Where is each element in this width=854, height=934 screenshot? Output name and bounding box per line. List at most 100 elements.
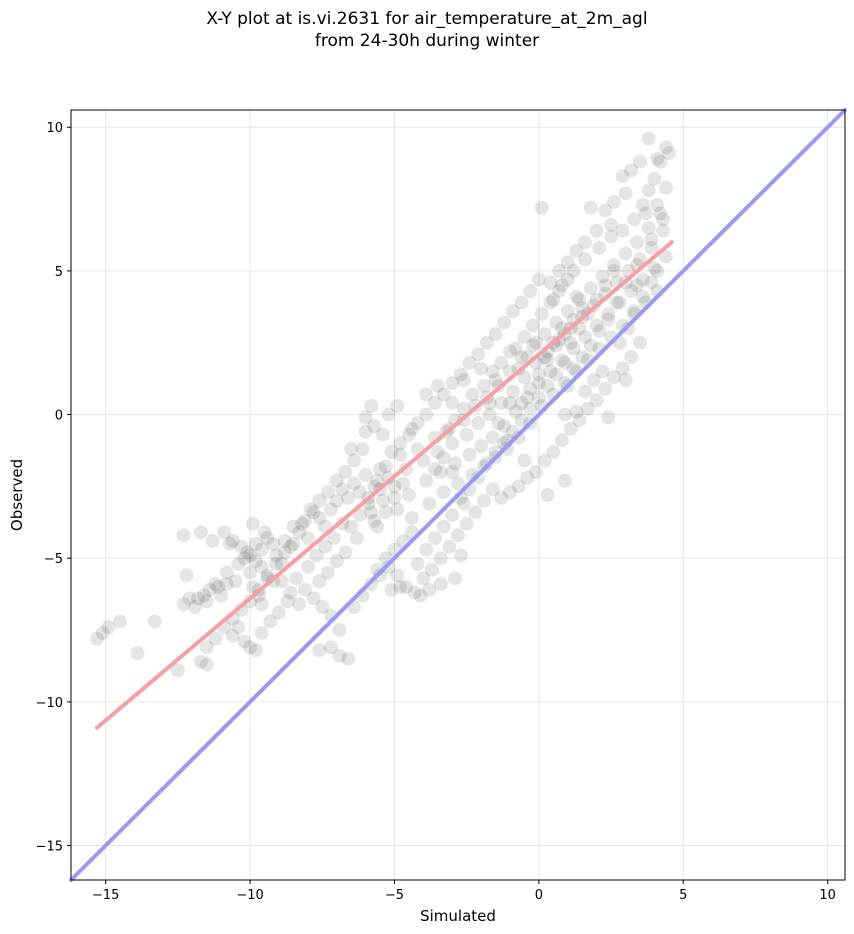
data-point <box>468 505 483 520</box>
data-point <box>263 614 278 629</box>
data-point <box>321 485 336 500</box>
data-point <box>595 364 610 379</box>
data-point <box>618 246 633 261</box>
data-point <box>170 663 185 678</box>
y-tick-label: 10 <box>46 121 63 136</box>
data-point <box>390 502 405 517</box>
data-point <box>488 373 503 388</box>
data-point <box>557 407 572 422</box>
data-point <box>543 295 558 310</box>
data-point <box>453 548 468 563</box>
data-point <box>338 545 353 560</box>
data-point <box>474 361 489 376</box>
data-point <box>578 235 593 250</box>
data-point <box>243 548 258 563</box>
y-tick-label: −5 <box>44 552 63 567</box>
data-point <box>621 321 636 336</box>
data-point <box>176 597 191 612</box>
data-point <box>491 416 506 431</box>
data-point <box>517 453 532 468</box>
y-tick-label: −10 <box>36 696 63 711</box>
data-point <box>199 657 214 672</box>
data-point <box>425 562 440 577</box>
data-point <box>407 585 422 600</box>
data-point <box>632 252 647 267</box>
data-point <box>321 565 336 580</box>
data-point <box>266 536 281 551</box>
data-point <box>647 171 662 186</box>
x-tick-label: −10 <box>236 888 263 903</box>
data-points <box>89 131 676 678</box>
data-point <box>569 243 584 258</box>
data-point <box>176 528 191 543</box>
data-point <box>563 421 578 436</box>
grid <box>71 110 845 880</box>
data-point <box>375 427 390 442</box>
data-point <box>130 646 145 661</box>
data-point <box>578 252 593 267</box>
data-point <box>312 493 327 508</box>
data-point <box>630 278 645 293</box>
data-point <box>612 295 627 310</box>
data-point <box>618 373 633 388</box>
data-point <box>349 531 364 546</box>
data-point <box>433 577 448 592</box>
data-point <box>147 614 162 629</box>
data-point <box>390 398 405 413</box>
data-point <box>456 373 471 388</box>
data-point <box>347 476 362 491</box>
data-point <box>615 223 630 238</box>
data-point <box>526 318 541 333</box>
data-point <box>552 284 567 299</box>
data-point <box>569 404 584 419</box>
data-point <box>656 212 671 227</box>
data-point <box>430 444 445 459</box>
data-point <box>537 327 552 342</box>
data-point <box>211 579 226 594</box>
data-point <box>329 473 344 488</box>
data-point <box>514 295 529 310</box>
data-point <box>436 450 451 465</box>
data-point <box>526 338 541 353</box>
data-point <box>240 545 255 560</box>
data-point <box>113 614 128 629</box>
data-point <box>589 318 604 333</box>
data-point <box>341 490 356 505</box>
data-point <box>289 571 304 586</box>
data-point <box>494 490 509 505</box>
data-point <box>303 502 318 517</box>
data-point <box>575 350 590 365</box>
data-point <box>404 510 419 525</box>
data-point <box>552 263 567 278</box>
data-point <box>393 447 408 462</box>
data-point <box>231 620 246 635</box>
data-point <box>335 516 350 531</box>
data-point <box>479 456 494 471</box>
data-point <box>393 579 408 594</box>
data-point <box>540 378 555 393</box>
data-point <box>202 582 217 597</box>
data-point <box>367 513 382 528</box>
data-point <box>494 396 509 411</box>
data-point <box>419 407 434 422</box>
data-point <box>248 554 263 569</box>
data-point <box>433 551 448 566</box>
data-point <box>589 393 604 408</box>
data-point <box>196 588 211 603</box>
data-point <box>355 442 370 457</box>
data-point <box>95 625 110 640</box>
data-point <box>554 433 569 448</box>
data-point <box>448 456 463 471</box>
data-point <box>208 631 223 646</box>
data-point <box>500 442 515 457</box>
data-point <box>592 324 607 339</box>
data-point <box>430 378 445 393</box>
fit-line <box>94 240 674 730</box>
data-point <box>283 585 298 600</box>
data-point <box>231 556 246 571</box>
data-point <box>341 651 356 666</box>
data-point <box>476 378 491 393</box>
data-point <box>306 505 321 520</box>
data-point <box>329 493 344 508</box>
data-point <box>546 444 561 459</box>
